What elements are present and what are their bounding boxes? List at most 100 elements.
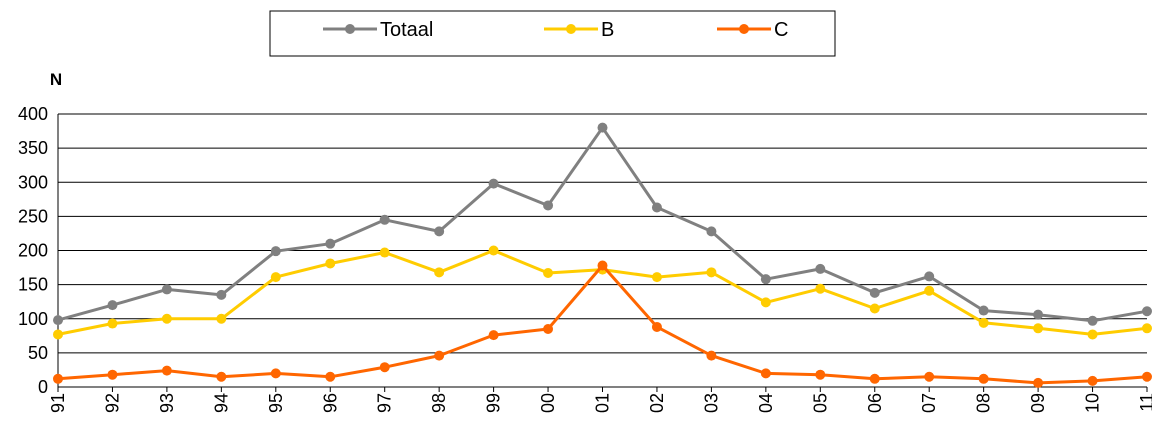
data-point-c	[53, 373, 63, 384]
data-point-totaal	[924, 271, 935, 282]
data-point-b	[216, 313, 227, 324]
data-point-totaal	[651, 202, 662, 213]
data-point-totaal	[53, 315, 63, 326]
x-tick-label: 97	[375, 393, 395, 413]
data-point-c	[924, 371, 935, 382]
legend-label: C	[774, 19, 788, 41]
data-point-totaal	[379, 214, 390, 225]
x-tick-label: 91	[48, 393, 68, 413]
legend-marker-swatch	[345, 24, 355, 34]
data-point-c	[325, 371, 336, 382]
data-point-b	[434, 267, 445, 278]
y-tick-label: 350	[18, 138, 48, 158]
data-point-totaal	[325, 238, 336, 249]
data-point-c	[651, 321, 662, 332]
x-tick-label: 06	[865, 393, 885, 413]
data-point-b	[161, 313, 172, 324]
legend-label: Totaal	[380, 19, 433, 41]
data-point-totaal	[1033, 309, 1044, 320]
legend-marker-swatch	[739, 24, 749, 34]
data-point-b	[379, 247, 390, 258]
legend-item-b: B	[544, 19, 614, 41]
data-point-c	[543, 323, 554, 334]
x-tick-label: 05	[810, 393, 830, 413]
data-point-c	[107, 369, 118, 380]
legend-label: B	[601, 19, 614, 41]
x-tick-label: 95	[266, 393, 286, 413]
data-point-c	[1142, 371, 1152, 382]
data-point-b	[869, 303, 880, 314]
data-point-c	[488, 330, 499, 341]
grid-lines	[58, 113, 1147, 354]
data-point-c	[869, 373, 880, 384]
y-tick-label: 100	[18, 309, 48, 329]
y-tick-label: 0	[38, 377, 48, 397]
data-point-totaal	[161, 284, 172, 295]
data-point-b	[325, 258, 336, 269]
data-point-totaal	[488, 178, 499, 189]
data-point-c	[161, 365, 172, 376]
y-tick-label: 50	[28, 343, 48, 363]
data-point-c	[270, 368, 281, 379]
x-tick-label: 04	[756, 393, 776, 413]
data-point-c	[706, 350, 717, 361]
data-point-c	[379, 362, 390, 373]
data-point-b	[1142, 323, 1152, 334]
data-point-b	[760, 297, 771, 308]
data-point-totaal	[107, 300, 118, 311]
y-tick-label: 400	[18, 104, 48, 124]
data-point-b	[53, 329, 63, 340]
data-point-c	[597, 260, 608, 271]
data-point-c	[760, 368, 771, 379]
data-point-b	[1033, 323, 1044, 334]
y-tick-label: 150	[18, 275, 48, 295]
x-tick-label: 07	[919, 393, 939, 413]
y-tick-label: 300	[18, 172, 48, 192]
x-tick-label: 02	[647, 393, 667, 413]
series-layer	[53, 122, 1152, 388]
data-point-totaal	[978, 305, 989, 316]
data-point-b	[1087, 329, 1098, 340]
data-point-totaal	[597, 122, 608, 133]
legend-item-totaal: Totaal	[323, 19, 433, 41]
x-tick-label: 01	[593, 393, 613, 413]
legend-box	[269, 10, 836, 57]
series-totaal	[53, 122, 1152, 326]
x-tick-label: 08	[974, 393, 994, 413]
legend-item-c: C	[717, 19, 788, 41]
data-point-c	[434, 350, 445, 361]
x-tick-label: 94	[211, 393, 231, 413]
x-tick-label: 93	[157, 393, 177, 413]
data-point-totaal	[1142, 306, 1152, 317]
data-point-totaal	[543, 200, 554, 211]
data-point-totaal	[815, 263, 826, 274]
data-point-b	[651, 272, 662, 283]
data-point-b	[706, 267, 717, 278]
data-point-b	[543, 268, 554, 279]
data-point-b	[815, 283, 826, 294]
x-tick-label: 03	[701, 393, 721, 413]
data-point-c	[978, 373, 989, 384]
data-point-b	[978, 317, 989, 328]
x-tick-label: 11	[1137, 393, 1152, 412]
x-tick-label: 09	[1028, 393, 1048, 413]
series-c	[53, 260, 1152, 388]
data-point-c	[1033, 377, 1044, 388]
y-tick-label: 250	[18, 206, 48, 226]
y-axis-label: N	[50, 70, 62, 89]
x-tick-label: 99	[484, 393, 504, 413]
data-point-b	[488, 245, 499, 256]
x-tick-label: 98	[429, 393, 449, 413]
data-point-totaal	[1087, 315, 1098, 326]
data-point-c	[216, 371, 227, 382]
legend: Totaal B C	[269, 10, 836, 57]
data-point-totaal	[760, 274, 771, 285]
legend-marker-swatch	[566, 24, 576, 34]
y-tick-label: 200	[18, 241, 48, 261]
data-point-totaal	[706, 226, 717, 237]
data-point-totaal	[270, 246, 281, 257]
data-point-c	[1087, 375, 1098, 386]
data-point-totaal	[434, 226, 445, 237]
data-point-b	[107, 318, 118, 329]
